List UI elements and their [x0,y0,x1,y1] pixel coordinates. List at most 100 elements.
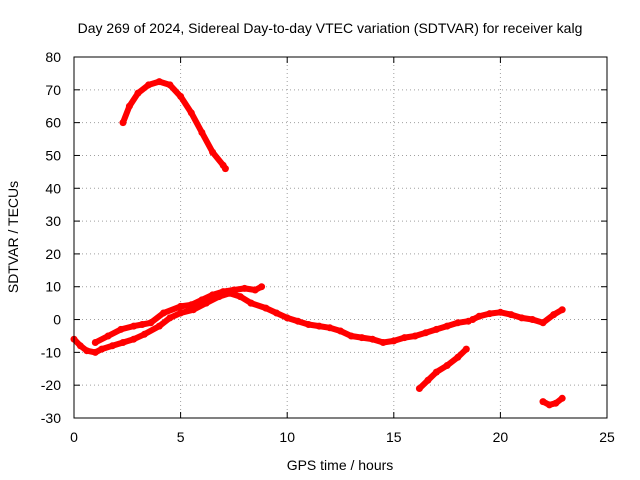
x-tick-label: 25 [599,429,615,445]
data-point [432,368,440,376]
data-point [145,81,153,89]
data-point [358,334,366,342]
data-point [104,332,112,340]
data-point [119,119,127,127]
data-point [147,319,155,327]
data-point [411,332,419,340]
series-layer [70,78,566,409]
data-point [539,319,547,327]
data-point [209,291,217,299]
data-point [117,325,125,333]
data-point [469,316,477,323]
data-point [262,304,270,312]
data-point [198,129,206,136]
data-point [539,398,547,406]
data-point [177,309,185,317]
data-point [177,92,185,100]
data-point [166,314,174,322]
data-point [390,337,398,345]
x-tick-label: 5 [177,429,185,445]
y-tick-label: 40 [45,180,61,196]
data-point [251,286,259,294]
series-main-lower [71,290,254,356]
data-point [91,348,99,356]
y-tick-label: -10 [41,344,61,360]
data-point [475,312,483,320]
data-point [221,165,229,173]
data-point [108,342,116,350]
data-point [486,310,494,318]
data-point [166,81,174,89]
data-point [273,309,280,317]
data-point [424,376,432,384]
data-point [528,316,536,323]
y-tick-label: 0 [53,312,61,328]
data-point [550,311,558,319]
data-point [401,334,408,342]
y-tick-label: -30 [41,410,61,426]
data-point [241,284,249,292]
data-point [545,401,553,409]
x-tick-label: 15 [386,429,402,445]
data-point [177,302,185,310]
data-point [496,308,504,316]
data-point [294,317,302,325]
data-point [326,324,334,332]
x-tick-labels: 0 5 10 15 20 25 [70,429,615,445]
data-point [454,319,462,327]
grid [74,57,607,418]
data-point [443,322,451,330]
data-point [187,109,195,117]
y-tick-label: 80 [45,49,61,65]
data-point [76,342,84,350]
data-point [454,353,462,361]
data-point [552,399,560,407]
data-point [283,314,291,322]
data-point [518,314,526,322]
data-point [134,89,142,97]
y-tick-label: 20 [45,246,61,262]
x-tick-label: 0 [70,429,78,445]
data-point [305,321,312,328]
data-point [337,327,344,335]
data-point [83,347,91,355]
data-point [422,329,430,337]
series-late-arc [469,306,566,326]
x-tick-label: 10 [279,429,295,445]
data-point [198,296,206,304]
y-axis-label: SDTVAR / TECUs [5,181,21,293]
data-point [247,299,255,307]
y-tick-label: 50 [45,147,61,163]
axis-ticks [73,56,608,419]
data-point [130,335,138,343]
data-point [187,301,195,309]
data-point [130,322,138,330]
data-point [155,322,163,330]
data-point [125,102,133,110]
y-tick-label: 30 [45,213,61,229]
y-tick-labels: -30 -20 -10 0 10 20 30 40 50 60 70 80 [41,49,61,426]
data-point [462,345,470,353]
data-point [155,78,163,86]
data-point [91,339,99,346]
x-axis-label: GPS time / hours [287,457,394,473]
data-point [415,385,423,392]
data-point [140,330,148,338]
y-tick-label: 70 [45,82,61,98]
data-point [315,322,323,330]
data-point [558,394,566,402]
x-tick-label: 20 [493,429,509,445]
plot-frame [73,56,608,419]
y-tick-label: 60 [45,115,61,131]
data-point [379,339,387,346]
data-point [558,306,566,314]
data-point [98,345,106,353]
data-point [507,311,515,319]
y-tick-label: 10 [45,279,61,295]
data-point [432,325,440,333]
y-tick-label: -20 [41,377,61,393]
data-point [369,335,376,343]
data-point [236,293,244,301]
data-point [347,332,355,340]
